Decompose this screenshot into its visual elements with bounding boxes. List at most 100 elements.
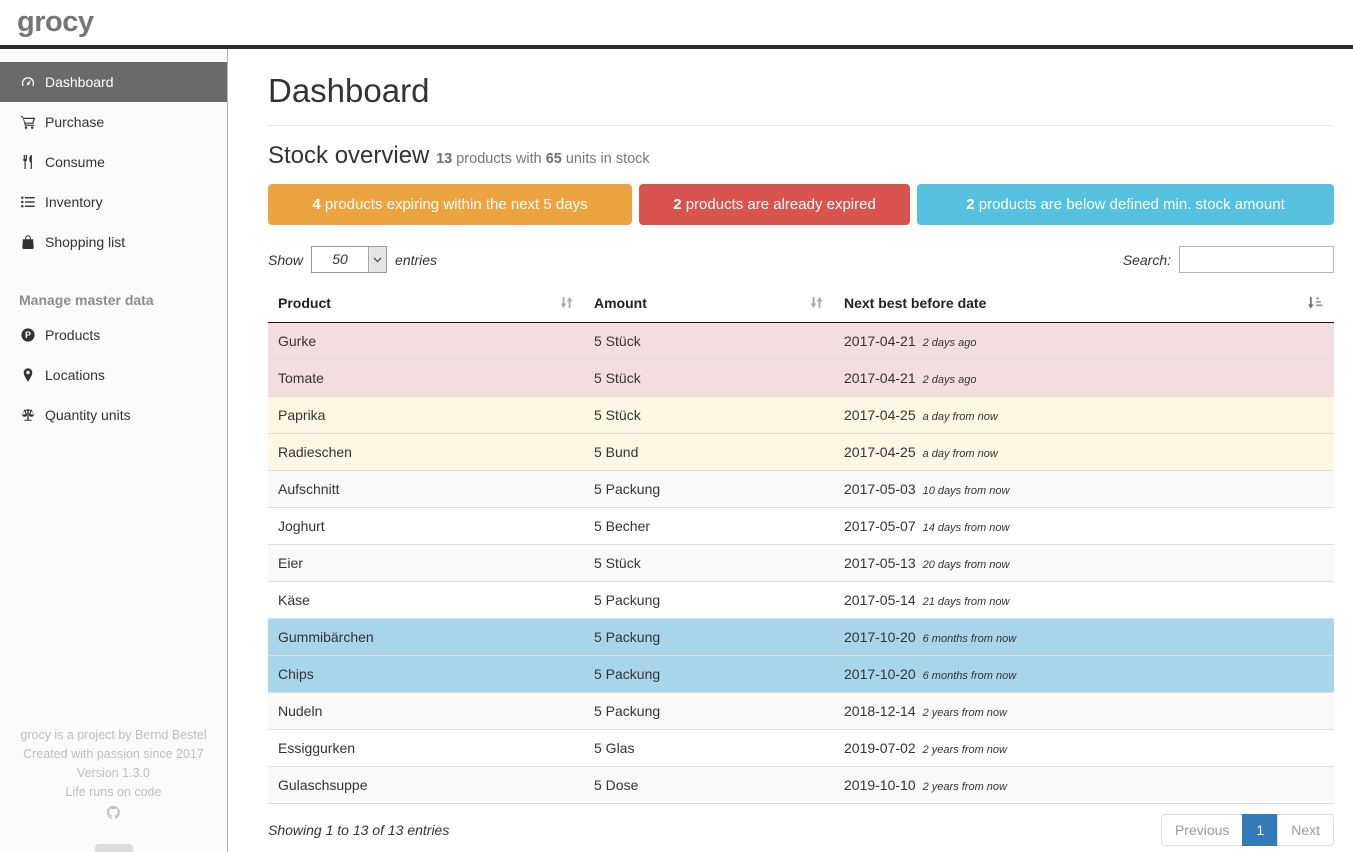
sort-icon [809, 296, 824, 312]
bbd-timeago: 2 years from now [922, 781, 1007, 793]
table-row: Chips 5 Packung 2017-10-20 6 months from … [268, 655, 1334, 693]
bbd-date: 2017-05-13 [844, 555, 916, 571]
bbd-cell: 2017-05-13 20 days from now [834, 544, 1334, 582]
sidebar-item-inventory[interactable]: Inventory [0, 182, 227, 222]
bbd-timeago: a day from now [922, 411, 998, 423]
alert-expiring-button[interactable]: 4 products expiring within the next 5 da… [268, 184, 632, 225]
amount-cell: 5 Packung [584, 618, 834, 656]
bbd-cell: 2019-10-10 2 years from now [834, 766, 1334, 804]
amount-cell: 5 Becher [584, 507, 834, 545]
alert-min-stock-button[interactable]: 2 products are below defined min. stock … [917, 184, 1334, 225]
product-cell: Essiggurken [268, 729, 584, 767]
bbd-timeago: 20 days from now [922, 559, 1010, 571]
utensils-icon [19, 154, 37, 170]
sidebar-item-label: Consume [45, 154, 105, 170]
product-cell: Joghurt [268, 507, 584, 545]
table-row: Joghurt 5 Becher 2017-05-07 14 days from … [268, 507, 1334, 545]
product-cell: Eier [268, 544, 584, 582]
bbd-date: 2018-12-14 [844, 703, 916, 719]
bbd-timeago: 21 days from now [922, 596, 1010, 608]
product-cell: Aufschnitt [268, 470, 584, 508]
bbd-timeago: 10 days from now [922, 485, 1010, 497]
footer-line: Version 1.3.0 [77, 766, 150, 780]
bbd-timeago: 2 days ago [922, 374, 977, 386]
bbd-timeago: 14 days from now [922, 522, 1010, 534]
partially-visible-element [94, 844, 133, 852]
sidebar-item-locations[interactable]: Locations [0, 355, 227, 395]
bbd-timeago: 2 years from now [922, 707, 1007, 719]
bbd-timeago: 6 months from now [922, 633, 1017, 645]
product-cell: Chips [268, 655, 584, 693]
amount-cell: 5 Packung [584, 692, 834, 730]
entries-label: entries [395, 251, 438, 268]
bbd-cell: 2017-05-03 10 days from now [834, 470, 1334, 508]
pagination-previous-button[interactable]: Previous [1160, 814, 1244, 846]
shopping-bag-icon [19, 234, 37, 250]
product-cell: Käse [268, 581, 584, 619]
sidebar-item-label: Purchase [45, 114, 105, 130]
github-icon[interactable] [106, 805, 121, 826]
sidebar-item-label: Dashboard [45, 74, 114, 90]
tachometer-icon [19, 74, 37, 90]
amount-cell: 5 Packung [584, 581, 834, 619]
bbd-timeago: 2 years from now [922, 744, 1007, 756]
app-logo[interactable]: grocy [17, 6, 94, 38]
sidebar-footer: grocy is a project by Bernd Bestel Creat… [0, 726, 227, 826]
product-cell: Nudeln [268, 692, 584, 730]
stock-overview-heading: Stock overview 13 products with 65 units… [268, 142, 1334, 170]
bbd-date: 2017-05-03 [844, 481, 916, 497]
amount-cell: 5 Packung [584, 470, 834, 508]
bbd-cell: 2017-05-07 14 days from now [834, 507, 1334, 545]
sidebar-item-label: Inventory [45, 194, 103, 210]
list-icon [19, 194, 37, 210]
search-input[interactable] [1179, 246, 1334, 273]
footer-line: Created with passion since 2017 [23, 747, 204, 761]
column-header-product[interactable]: Product [268, 287, 584, 323]
sidebar-item-shopping-list[interactable]: Shopping list [0, 222, 227, 262]
alert-expired-button[interactable]: 2 products are already expired [639, 184, 910, 225]
bbd-date: 2017-04-25 [844, 407, 916, 423]
pagination: Previous 1 Next [1160, 814, 1334, 846]
column-header-amount[interactable]: Amount [584, 287, 834, 323]
table-row: Paprika 5 Stück 2017-04-25 a day from now [268, 396, 1334, 434]
sidebar-item-products[interactable]: P Products [0, 315, 227, 355]
pagination-page-1[interactable]: 1 [1242, 814, 1279, 846]
table-row: Eier 5 Stück 2017-05-13 20 days from now [268, 544, 1334, 582]
table-row: Tomate 5 Stück 2017-04-21 2 days ago [268, 359, 1334, 397]
sidebar-item-label: Locations [45, 367, 105, 383]
svg-text:P: P [25, 330, 31, 340]
sidebar-item-quantity-units[interactable]: Quantity units [0, 395, 227, 435]
amount-cell: 5 Stück [584, 396, 834, 434]
bbd-date: 2017-04-21 [844, 333, 916, 349]
title-divider [268, 125, 1334, 126]
sidebar-item-label: Shopping list [45, 234, 126, 250]
sidebar-item-label: Products [45, 327, 101, 343]
bbd-date: 2017-10-20 [844, 666, 916, 682]
sidebar-item-purchase[interactable]: Purchase [0, 102, 227, 142]
main-content: Dashboard Stock overview 13 products wit… [228, 49, 1353, 852]
column-header-next-best-before-date[interactable]: Next best before date [834, 287, 1334, 323]
bbd-date: 2017-05-14 [844, 592, 916, 608]
search-label: Search: [1122, 251, 1171, 268]
bbd-cell: 2017-10-20 6 months from now [834, 618, 1334, 656]
bbd-date: 2017-04-25 [844, 444, 916, 460]
pagination-next-button[interactable]: Next [1277, 814, 1334, 846]
chevron-down-icon [368, 247, 387, 272]
footer-line: grocy is a project by Bernd Bestel [20, 728, 207, 742]
showing-entries-info: Showing 1 to 13 of 13 entries [268, 822, 450, 838]
table-row: Aufschnitt 5 Packung 2017-05-03 10 days f… [268, 470, 1334, 508]
map-marker-icon [19, 367, 37, 383]
entries-select[interactable]: 50 [311, 246, 388, 273]
top-bar: grocy [0, 0, 1353, 45]
bbd-date: 2017-05-07 [844, 518, 916, 534]
sidebar-item-consume[interactable]: Consume [0, 142, 227, 182]
sidebar-item-dashboard[interactable]: Dashboard [0, 62, 227, 102]
footer-line: Life runs on code [65, 785, 162, 799]
product-cell: Radieschen [268, 433, 584, 471]
amount-cell: 5 Packung [584, 655, 834, 693]
sidebar-item-label: Quantity units [45, 407, 131, 423]
table-header-row: Product Amount Next best before date [268, 287, 1334, 323]
bbd-cell: 2017-04-25 a day from now [834, 396, 1334, 434]
sidebar: Dashboard Purchase Consume Inventory [0, 49, 228, 852]
stock-table-body: Gurke 5 Stück 2017-04-21 2 days ago Tomat… [268, 322, 1334, 804]
